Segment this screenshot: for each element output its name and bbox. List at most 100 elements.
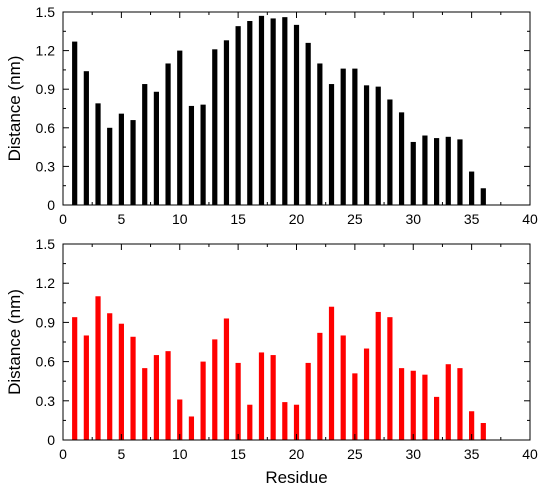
- top-bar-25: [352, 68, 358, 205]
- top-x-tick-label: 20: [289, 211, 305, 227]
- top-bar-3: [95, 103, 101, 205]
- bottom-y-tick-label: 1.5: [36, 236, 56, 252]
- top-bar-24: [340, 68, 346, 205]
- bottom-bar-14: [223, 318, 230, 440]
- top-bar-33: [445, 136, 451, 205]
- bottom-bar-9: [165, 351, 171, 440]
- bottom-bar-2: [83, 335, 89, 440]
- bottom-x-tick-label: 5: [117, 446, 125, 462]
- bottom-bar-4: [107, 313, 113, 440]
- bottom-bar-17: [258, 352, 265, 440]
- bottom-x-tick-label: 40: [522, 446, 538, 462]
- top-x-tick-label: 0: [59, 211, 67, 227]
- top-bar-11: [188, 105, 195, 205]
- bottom-y-tick-label: 0.3: [36, 393, 56, 409]
- top-bar-7: [142, 84, 148, 205]
- top-bar-20: [293, 24, 300, 206]
- bottom-x-tick-label: 35: [464, 446, 480, 462]
- top-bar-32: [434, 138, 440, 205]
- bottom-bar-15: [235, 362, 241, 440]
- top-bar-28: [387, 99, 393, 205]
- bottom-bar-26: [363, 348, 370, 440]
- top-bar-36: [480, 188, 486, 205]
- bottom-bar-29: [398, 368, 405, 440]
- top-bar-9: [165, 63, 171, 205]
- top-bar-16: [247, 21, 253, 206]
- bottom-bar-30: [410, 370, 416, 440]
- top-y-tick-label: 1.2: [36, 43, 56, 59]
- top-bar-18: [270, 18, 276, 206]
- bottom-bar-31: [422, 374, 428, 440]
- bottom-bar-33: [445, 364, 451, 440]
- top-y-tick-label: 0.9: [36, 81, 56, 97]
- bottom-bar-21: [305, 362, 311, 440]
- top-chart-panel: 0 5 10 15 20 25 30 35 40 0 0.3 0.6 0.9 1.2 1.5 Distance…: [5, 4, 538, 227]
- top-x-tick-label: 30: [405, 211, 421, 227]
- top-x-tick-label: 35: [464, 211, 480, 227]
- top-bar-14: [223, 40, 230, 206]
- bottom-bar-22: [317, 332, 323, 440]
- bottom-bar-18: [270, 355, 276, 440]
- bottom-x-tick-label: 25: [347, 446, 363, 462]
- bottom-bar-19: [282, 402, 288, 440]
- bottom-bar-10: [177, 399, 183, 440]
- bottom-x-axis-label: Residue: [265, 468, 327, 487]
- bottom-bar-12: [200, 361, 206, 440]
- top-bar-1: [72, 41, 78, 206]
- top-x-tick-label: 5: [117, 211, 125, 227]
- bottom-x-tick-label: 30: [405, 446, 421, 462]
- top-x-tick-label: 10: [172, 211, 188, 227]
- top-bar-19: [282, 17, 288, 206]
- top-bar-30: [410, 141, 416, 205]
- top-bar-27: [375, 86, 381, 205]
- bottom-bar-20: [293, 404, 300, 440]
- top-bar-15: [235, 26, 241, 206]
- top-y-axis-label: Distance (nm): [5, 56, 24, 162]
- bottom-bar-28: [387, 317, 393, 440]
- bottom-bar-7: [142, 368, 148, 440]
- bottom-x-tick-label: 15: [230, 446, 246, 462]
- top-bar-21: [305, 42, 311, 205]
- bottom-bar-6: [130, 336, 136, 440]
- bottom-x-tick-label: 0: [59, 446, 67, 462]
- top-bar-29: [398, 112, 405, 205]
- top-bar-12: [200, 104, 206, 205]
- top-y-tick-label: 0: [47, 197, 55, 213]
- bottom-y-tick-label: 0.9: [36, 314, 56, 330]
- top-bar-35: [469, 171, 475, 205]
- top-bar-8: [153, 91, 159, 205]
- bottom-bar-35: [469, 411, 475, 440]
- top-bar-5: [118, 113, 124, 205]
- top-x-tick-label: 40: [522, 211, 538, 227]
- bottom-bar-3: [95, 296, 101, 440]
- top-y-tick-label: 1.5: [36, 4, 56, 20]
- top-bar-17: [258, 15, 265, 205]
- bottom-x-tick-label: 10: [172, 446, 188, 462]
- top-x-tick-label: 25: [347, 211, 363, 227]
- top-bar-10: [177, 50, 183, 205]
- top-x-tick-label: 15: [230, 211, 246, 227]
- top-bar-4: [107, 127, 113, 205]
- bottom-y-axis-label: Distance (nm): [5, 289, 24, 395]
- bottom-chart-panel: 0 5 10 15 20 25 30 35 40 0 0.3 0.6 0.9 1.2 1.5 Distance…: [5, 236, 538, 487]
- bottom-bar-8: [153, 355, 159, 440]
- bottom-y-tick-label: 1.2: [36, 275, 56, 291]
- bottom-bar-16: [247, 404, 253, 440]
- top-bar-31: [422, 135, 428, 205]
- bottom-bar-34: [457, 368, 463, 440]
- bottom-bar-27: [375, 311, 381, 440]
- bottom-bar-24: [340, 335, 346, 440]
- top-bar-6: [130, 120, 136, 205]
- bottom-bar-13: [212, 339, 218, 440]
- bottom-bar-11: [188, 416, 195, 440]
- top-bar-23: [328, 84, 335, 205]
- top-bar-13: [212, 49, 218, 206]
- top-y-tick-label: 0.6: [36, 120, 56, 136]
- bottom-bar-23: [328, 306, 335, 440]
- bottom-y-tick-label: 0.6: [36, 354, 56, 370]
- top-bar-22: [317, 63, 323, 205]
- bottom-x-tick-label: 20: [289, 446, 305, 462]
- top-bar-26: [363, 85, 370, 205]
- bottom-bar-36: [480, 423, 486, 440]
